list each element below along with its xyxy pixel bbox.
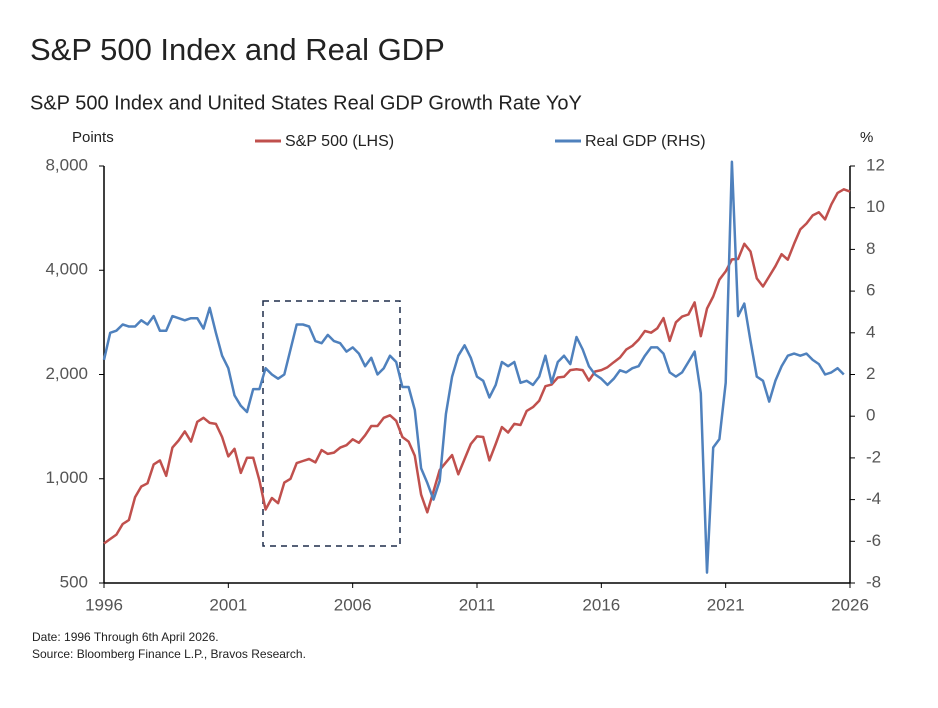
y2-tick-label: 8	[866, 239, 875, 258]
note: Source: Bloomberg Finance L.P., Bravos R…	[32, 647, 306, 661]
y-tick-label: 2,000	[45, 364, 88, 383]
y-tick-label: 4,000	[45, 260, 88, 279]
y2-tick-label: -2	[866, 447, 881, 466]
note: Date: 1996 Through 6th April 2026.	[32, 630, 219, 644]
x-tick-label: 2001	[209, 595, 247, 614]
x-tick-label: 2021	[707, 595, 745, 614]
y-tick-label: 500	[60, 572, 88, 591]
y-tick-label: 1,000	[45, 468, 88, 487]
y2-tick-label: 10	[866, 197, 885, 216]
chart-title: S&P 500 Index and Real GDP	[30, 32, 445, 67]
y2-tick-label: -8	[866, 572, 881, 591]
x-tick-label: 2006	[334, 595, 372, 614]
x-tick-label: 2016	[582, 595, 620, 614]
legend-label: S&P 500 (LHS)	[285, 133, 394, 150]
chart-subtitle: S&P 500 Index and United States Real GDP…	[30, 92, 582, 114]
x-tick-label: 2011	[459, 595, 496, 614]
x-tick-label: 2026	[831, 595, 869, 614]
y2-tick-label: -6	[866, 531, 881, 550]
y-axis-label: Points	[72, 129, 114, 146]
y2-axis-label: %	[860, 129, 873, 146]
y-tick-label: 8,000	[45, 155, 88, 174]
y2-tick-label: 6	[866, 281, 875, 300]
series-line	[102, 160, 845, 574]
y2-tick-label: 12	[866, 155, 885, 174]
x-tick-label: 1996	[85, 595, 123, 614]
series-line	[103, 188, 851, 545]
y2-tick-label: 4	[866, 322, 875, 341]
legend-label: Real GDP (RHS)	[585, 133, 706, 150]
y2-tick-label: 2	[866, 364, 875, 383]
y2-tick-label: -4	[866, 489, 881, 508]
y2-tick-label: 0	[866, 406, 875, 425]
highlight-box	[262, 300, 401, 547]
